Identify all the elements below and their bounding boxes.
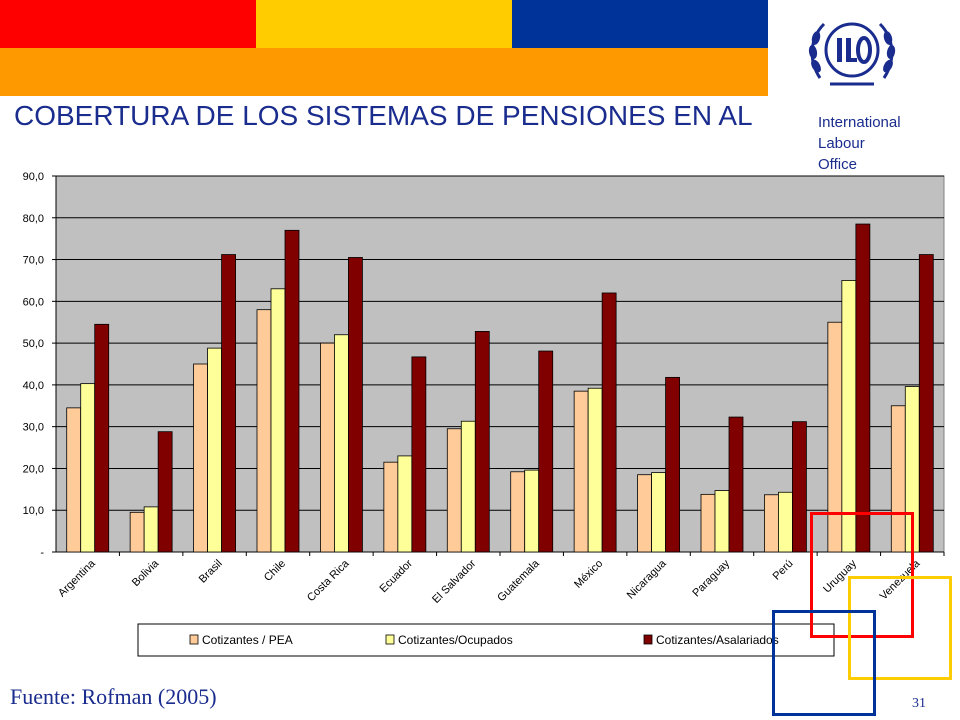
bar-3 [348,257,363,553]
y-tick-label: 20,0 [23,463,44,475]
plot-area [55,175,945,553]
legend-swatch [385,634,395,645]
x-tick-label: Perú [771,558,796,583]
organization-name: International Labour Office [818,112,901,175]
bar-3 [221,254,236,553]
bar-3 [411,356,427,553]
x-tick-label: Nicaragua [625,557,670,602]
org-line-1: International [818,114,901,131]
bar-1 [193,363,208,553]
bar-3 [728,416,744,553]
bar-2 [143,506,159,553]
deco-square-blue [772,610,876,716]
y-tick-label: 40,0 [23,380,44,392]
y-tick-label: 60,0 [23,296,44,308]
bar-3 [601,292,617,553]
org-line-3: Office [818,156,857,173]
bar-2 [207,347,222,553]
bar-2 [270,288,286,553]
bars [66,223,934,553]
deco-square-yellow [848,576,952,680]
legend: Cotizantes / PEA Cotizantes/Ocupados Cotiz… [137,623,835,657]
legend-box [137,623,835,657]
top-band-red [0,0,256,48]
bar-2 [80,383,96,553]
bar-1 [700,493,716,553]
pension-coverage-chart: - 10,0 20,0 30,0 40,0 50,0 60,0 70,0 80,0 90,0 Ar… [23,171,945,657]
bar-2 [524,469,540,553]
top-band-yellow [256,0,512,48]
bar-1 [510,471,526,553]
bar-2 [587,387,603,553]
y-tick-label: 80,0 [23,213,44,225]
bar-2 [778,491,793,553]
legend-swatch [189,634,199,645]
slide-title: COBERTURA DE LOS SISTEMAS DE PENSIONES E… [14,100,753,131]
bar-2 [397,455,413,553]
y-tick-label: - [40,547,44,559]
bar-1 [383,461,399,553]
x-tick-label: Chile [262,558,288,584]
x-tick-label: El Salvador [430,557,478,605]
x-tick-label: Paraguay [690,557,732,599]
bar-1 [764,494,779,553]
gridlines [55,175,945,553]
bar-1 [66,407,82,553]
y-tick-label: 70,0 [23,255,44,267]
bar-1 [129,511,145,553]
top-band-blue [512,0,768,48]
x-tick-label: México [572,558,605,591]
legend-label: Cotizantes/Ocupados [398,633,513,647]
bar-1 [320,342,335,553]
x-tick-label: Guatemala [495,557,542,604]
bar-1 [256,309,272,553]
bar-2 [460,420,476,553]
org-line-2: Labour [818,135,865,152]
top-band-orange [0,48,768,96]
bar-3 [94,323,110,553]
bar-3 [665,376,680,553]
x-axis-labels: Argentina Bolivia Brasil Chile Costa Rica Ecu… [56,557,923,606]
bar-1 [637,474,652,553]
x-tick-label: Argentina [56,557,98,599]
bar-3 [474,331,490,553]
bar-3 [855,223,871,553]
y-tick-label: 30,0 [23,422,44,434]
bar-3 [792,421,807,553]
x-tick-label: Ecuador [378,557,416,595]
bar-2 [334,334,349,553]
bar-1 [573,390,589,553]
bar-3 [157,431,173,553]
x-tick-label: Costa Rica [305,557,352,604]
x-tick-label: Brasil [197,558,225,586]
y-tick-label: 50,0 [23,338,44,350]
legend-swatch [643,634,653,645]
bar-1 [446,428,462,553]
y-tick-label: 10,0 [23,505,44,517]
bar-3 [918,254,934,553]
bar-2 [714,490,730,553]
bar-3 [538,350,554,553]
bar-2 [651,472,666,553]
y-tick-label: 90,0 [23,171,44,183]
legend-label: Cotizantes/Asalariados [656,633,779,647]
page-number: 31 [912,696,926,711]
legend-label: Cotizantes / PEA [202,633,293,647]
bar-3 [284,229,300,553]
ilo-logo-icon [808,22,896,86]
deco-square-red [810,512,914,638]
x-tick-label: Bolivia [130,557,162,589]
source-note: Fuente: Rofman (2005) [10,684,217,709]
